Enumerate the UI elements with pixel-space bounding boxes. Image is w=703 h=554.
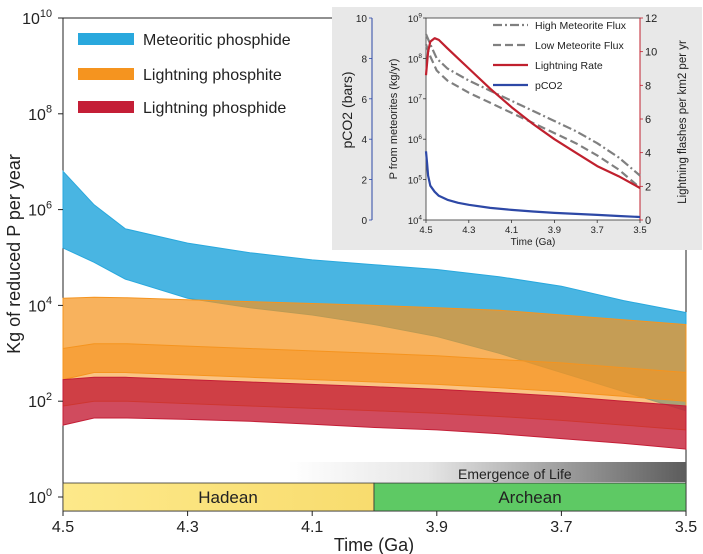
inset-pco2-tick-label: 4 xyxy=(361,135,367,146)
inset-left-tick-label: 108 xyxy=(408,53,423,65)
x-tick-label: 4.1 xyxy=(301,519,323,536)
y-tick-label: 108 xyxy=(28,104,52,124)
inset-right-tick-label: 0 xyxy=(645,215,651,227)
inset-line-low-meteorite-flux xyxy=(424,43,641,189)
x-tick-label: 3.7 xyxy=(550,519,572,536)
inset-x-tick-label: 4.1 xyxy=(505,225,518,236)
inset-left-tick-label: 109 xyxy=(408,13,423,25)
x-axis-label: Time (Ga) xyxy=(334,535,414,554)
inset-legend: High Meteorite Flux Low Meteorite Flux L… xyxy=(493,20,627,92)
legend-swatch-lightning-phosphide xyxy=(78,101,134,113)
inset-pco2-tick-label: 0 xyxy=(361,216,367,227)
inset-left-tick-label: 104 xyxy=(408,215,423,227)
inset-legend-high-label: High Meteorite Flux xyxy=(535,20,627,32)
y-axis-label: Kg of reduced P per year xyxy=(4,154,24,354)
eon-archean xyxy=(373,482,687,512)
inset-left-tick-label: 107 xyxy=(408,94,423,106)
inset-legend-low-label: Low Meteorite Flux xyxy=(535,40,624,52)
eon-hadean-label: Hadean xyxy=(198,488,258,507)
legend-label-meteoritic: Meteoritic phosphide xyxy=(143,32,291,49)
inset-pco2-tick-label: 8 xyxy=(361,54,367,65)
inset-legend-pco2-label: pCO2 xyxy=(535,80,563,92)
band-lightning-phosphide xyxy=(62,376,687,450)
y-tick-label: 106 xyxy=(28,199,52,219)
main-legend: Meteoritic phosphide Lightning phosphite… xyxy=(78,32,291,117)
inset-line-pco2 xyxy=(424,151,641,219)
inset-x-tick-label: 3.5 xyxy=(633,225,646,236)
inset-pco2-tick-label: 2 xyxy=(361,176,367,187)
inset-left-tick-label: 105 xyxy=(408,174,423,186)
emergence-bar: Emergence of Life xyxy=(288,462,686,482)
inset-legend-lightning-label: Lightning Rate xyxy=(535,60,603,72)
inset-pco2-axis-label: pCO2 (bars) xyxy=(339,71,355,148)
inset-x-tick-label: 4.5 xyxy=(419,225,432,236)
inset-right-tick-label: 4 xyxy=(645,148,651,160)
inset-right-tick-label: 10 xyxy=(645,47,657,59)
inset-pco2-tick-label: 6 xyxy=(361,95,367,106)
eon-bar: Hadean Archean xyxy=(62,482,687,512)
inset-x-tick-label: 3.7 xyxy=(591,225,604,236)
x-tick-label: 3.9 xyxy=(426,519,448,536)
inset-line-high-meteorite-flux xyxy=(424,33,641,177)
inset-right-axis-label: Lightning flashes per km2 per yr xyxy=(677,40,689,204)
y-tick-label: 100 xyxy=(28,487,52,507)
legend-label-lightning-phosphide: Lightning phosphide xyxy=(143,100,286,117)
inset-line-lightning-rate xyxy=(424,37,641,189)
inset-right-tick-label: 8 xyxy=(645,80,651,92)
inset-x-axis-label: Time (Ga) xyxy=(511,237,556,248)
emergence-label: Emergence of Life xyxy=(458,466,572,482)
emergence-gradient xyxy=(288,462,686,482)
y-tick-label: 1010 xyxy=(22,8,52,28)
legend-swatch-meteoritic xyxy=(78,33,134,45)
x-tick-label: 4.3 xyxy=(176,519,198,536)
legend-label-lightning-phosphite: Lightning phosphite xyxy=(143,67,282,84)
inset-pco2-tick-label: 10 xyxy=(356,14,368,25)
legend-swatch-lightning-phosphite xyxy=(78,68,134,80)
inset-plot-area xyxy=(425,17,641,221)
inset-lines xyxy=(424,33,641,219)
inset-right-tick-label: 2 xyxy=(645,181,651,193)
eon-archean-label: Archean xyxy=(498,488,561,507)
x-tick-label: 3.5 xyxy=(675,519,697,536)
y-tick-label: 102 xyxy=(28,391,52,411)
inset-x-tick-label: 4.3 xyxy=(462,225,475,236)
inset-left-tick-label: 106 xyxy=(408,134,423,146)
inset-left-axis-label: P from meteorites (kg/yr) xyxy=(388,59,400,180)
y-tick-label: 104 xyxy=(28,295,52,315)
inset-x-tick-label: 3.9 xyxy=(548,225,561,236)
x-tick-label: 4.5 xyxy=(52,519,74,536)
inset-right-tick-label: 6 xyxy=(645,114,651,126)
inset-right-tick-label: 12 xyxy=(645,13,657,25)
area-bands xyxy=(62,170,687,450)
